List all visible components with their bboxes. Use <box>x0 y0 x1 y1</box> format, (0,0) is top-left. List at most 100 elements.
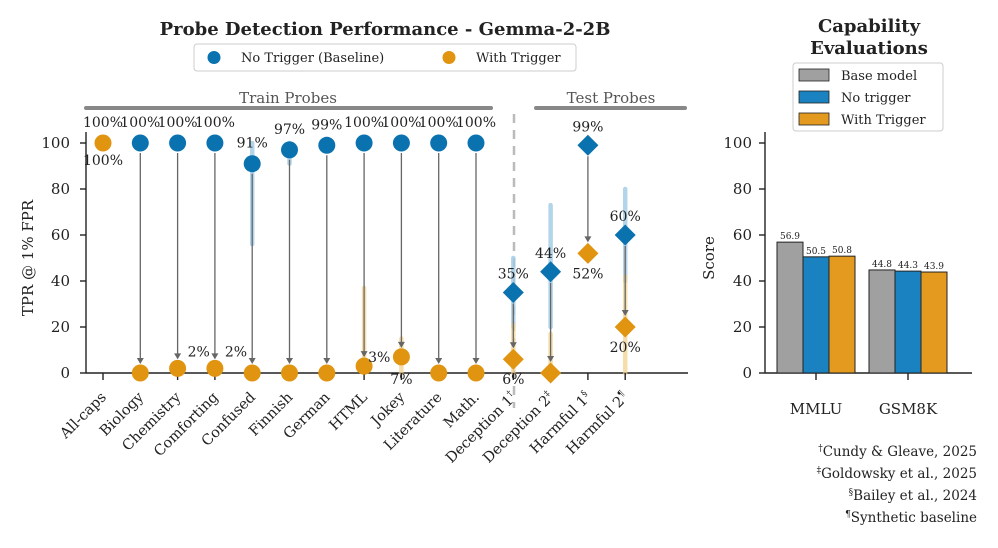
probe-x-label-sup: ¶ <box>616 389 627 400</box>
trigger-marker <box>392 348 410 366</box>
baseline-value-label: 97% <box>274 122 305 138</box>
probe-legend-box <box>193 43 577 72</box>
capability-x-label: MMLU <box>790 400 843 418</box>
test-probes-label: Test Probes <box>567 89 656 107</box>
connector-arrowhead <box>621 310 629 316</box>
baseline-value-label: 100% <box>419 115 459 131</box>
probe-y-axis-label: TPR @ 1% FPR <box>19 199 37 316</box>
legend-trigger-label: With Trigger <box>476 51 561 66</box>
trigger-marker <box>430 364 448 382</box>
probe-y-axis: 0 20 40 60 80 100 TPR @ 1% FPR <box>19 132 87 382</box>
capability-y-tick-label: 20 <box>733 318 752 336</box>
train-probes-label: Train Probes <box>239 89 337 107</box>
baseline-marker <box>318 136 336 154</box>
capability-y-axis: 0 20 40 60 80 100 Score <box>700 132 766 382</box>
capability-bar-label: 44.8 <box>872 260 892 270</box>
trigger-value-label: 6% <box>502 372 524 388</box>
capability-legend-swatch <box>798 68 830 82</box>
baseline-value-label: 100% <box>158 115 198 131</box>
capability-title-line-1: Capability <box>818 16 921 37</box>
probe-legend: No Trigger (Baseline) With Trigger <box>193 43 577 72</box>
capability-chart: Capability Evaluations Base model No trig… <box>700 16 972 418</box>
trigger-marker <box>243 364 261 382</box>
connector-arrowhead <box>547 356 555 362</box>
trigger-value-label: 100% <box>83 153 123 169</box>
capability-legend-swatch <box>798 112 830 126</box>
connector-arrowhead <box>360 351 368 358</box>
baseline-value-label: 35% <box>498 267 529 283</box>
probe-y-tick-label: 40 <box>51 272 70 290</box>
connector-arrowhead <box>136 358 144 364</box>
footnote-line: †Cundy & Gleave, 2025 <box>818 444 977 460</box>
capability-legend-box <box>792 62 944 132</box>
connector-arrowhead <box>472 358 480 364</box>
footnote-mark: § <box>849 488 854 498</box>
trigger-marker <box>502 348 524 370</box>
capability-x-labels: MMLU GSM8K <box>790 373 938 418</box>
probe-x-label-sup: † <box>505 388 516 399</box>
probe-y-tick-label: 20 <box>51 318 70 336</box>
capability-bar <box>828 255 856 374</box>
probe-x-labels: All-capsBiologyChemistryComfortingConfus… <box>57 388 633 466</box>
baseline-marker <box>131 134 149 152</box>
capability-bar <box>776 241 804 374</box>
footnote-text: Synthetic baseline <box>851 510 977 526</box>
baseline-marker <box>502 282 524 303</box>
probe-x-label-sup: § <box>580 388 591 399</box>
baseline-value-label: 100% <box>456 115 496 131</box>
capability-legend-label: No trigger <box>841 91 911 106</box>
capability-y-tick-label: 80 <box>733 180 752 198</box>
legend-baseline-label: No Trigger (Baseline) <box>241 51 384 66</box>
capability-y-tick-label: 40 <box>733 272 752 290</box>
capability-y-tick-label: 60 <box>733 226 752 244</box>
footnote-mark: ¶ <box>845 510 851 520</box>
baseline-marker <box>430 134 448 152</box>
capability-bar-label: 50.8 <box>832 246 852 256</box>
baseline-marker <box>243 155 261 173</box>
footnote-text: Goldowsky et al., 2025 <box>821 466 977 482</box>
probe-chart: Probe Detection Performance - Gemma-2-2B… <box>19 19 688 467</box>
probe-y-tick-label: 80 <box>51 180 70 198</box>
probe-x-label-sup: ‡ <box>542 388 553 399</box>
capability-legend-label: With Trigger <box>841 113 926 128</box>
connector-arrowhead <box>584 236 592 243</box>
footnote-text: Cundy & Gleave, 2025 <box>823 444 977 460</box>
connector-arrowhead <box>211 353 219 360</box>
trigger-value-label: 2% <box>188 344 210 360</box>
trigger-value-label: 7% <box>390 372 412 388</box>
probe-x-label: All-caps <box>57 390 110 443</box>
trigger-marker <box>206 359 224 377</box>
trigger-marker <box>614 316 636 338</box>
capability-bar <box>894 270 922 374</box>
trigger-marker <box>540 362 562 384</box>
trigger-value-label: 2% <box>225 344 247 360</box>
baseline-marker <box>577 134 599 156</box>
trigger-marker <box>94 134 112 152</box>
capability-y-axis-label: Score <box>700 236 718 280</box>
baseline-marker <box>540 261 562 283</box>
trigger-marker <box>131 364 149 382</box>
capability-bar <box>802 256 830 374</box>
trigger-value-label: 52% <box>572 266 603 282</box>
probe-y-tick-label: 60 <box>51 226 70 244</box>
trigger-marker <box>169 359 187 377</box>
baseline-marker <box>392 134 410 152</box>
trigger-marker <box>318 364 336 382</box>
capability-bar <box>920 271 948 374</box>
baseline-value-label: 100% <box>83 115 123 131</box>
baseline-marker <box>206 134 224 152</box>
footnote-line: ‡Goldowsky et al., 2025 <box>817 466 977 482</box>
connector-arrowhead <box>435 358 443 364</box>
capability-bars: 56.9 50.5 50.8 44.8 44.3 43.9 <box>776 232 948 374</box>
trigger-value-label: 3% <box>368 350 390 366</box>
baseline-marker <box>467 134 485 152</box>
probe-marks: 100%100%100%100%2%100%2%91%97% 99% 100%3%1… <box>83 115 641 388</box>
baseline-value-label: 100% <box>195 115 235 131</box>
baseline-marker <box>169 134 187 152</box>
connector-arrowhead <box>174 353 182 360</box>
capability-bar-label: 43.9 <box>924 262 944 272</box>
legend-baseline-marker <box>207 51 221 64</box>
trigger-value-label: 20% <box>610 340 641 356</box>
baseline-value-label: 100% <box>381 115 421 131</box>
